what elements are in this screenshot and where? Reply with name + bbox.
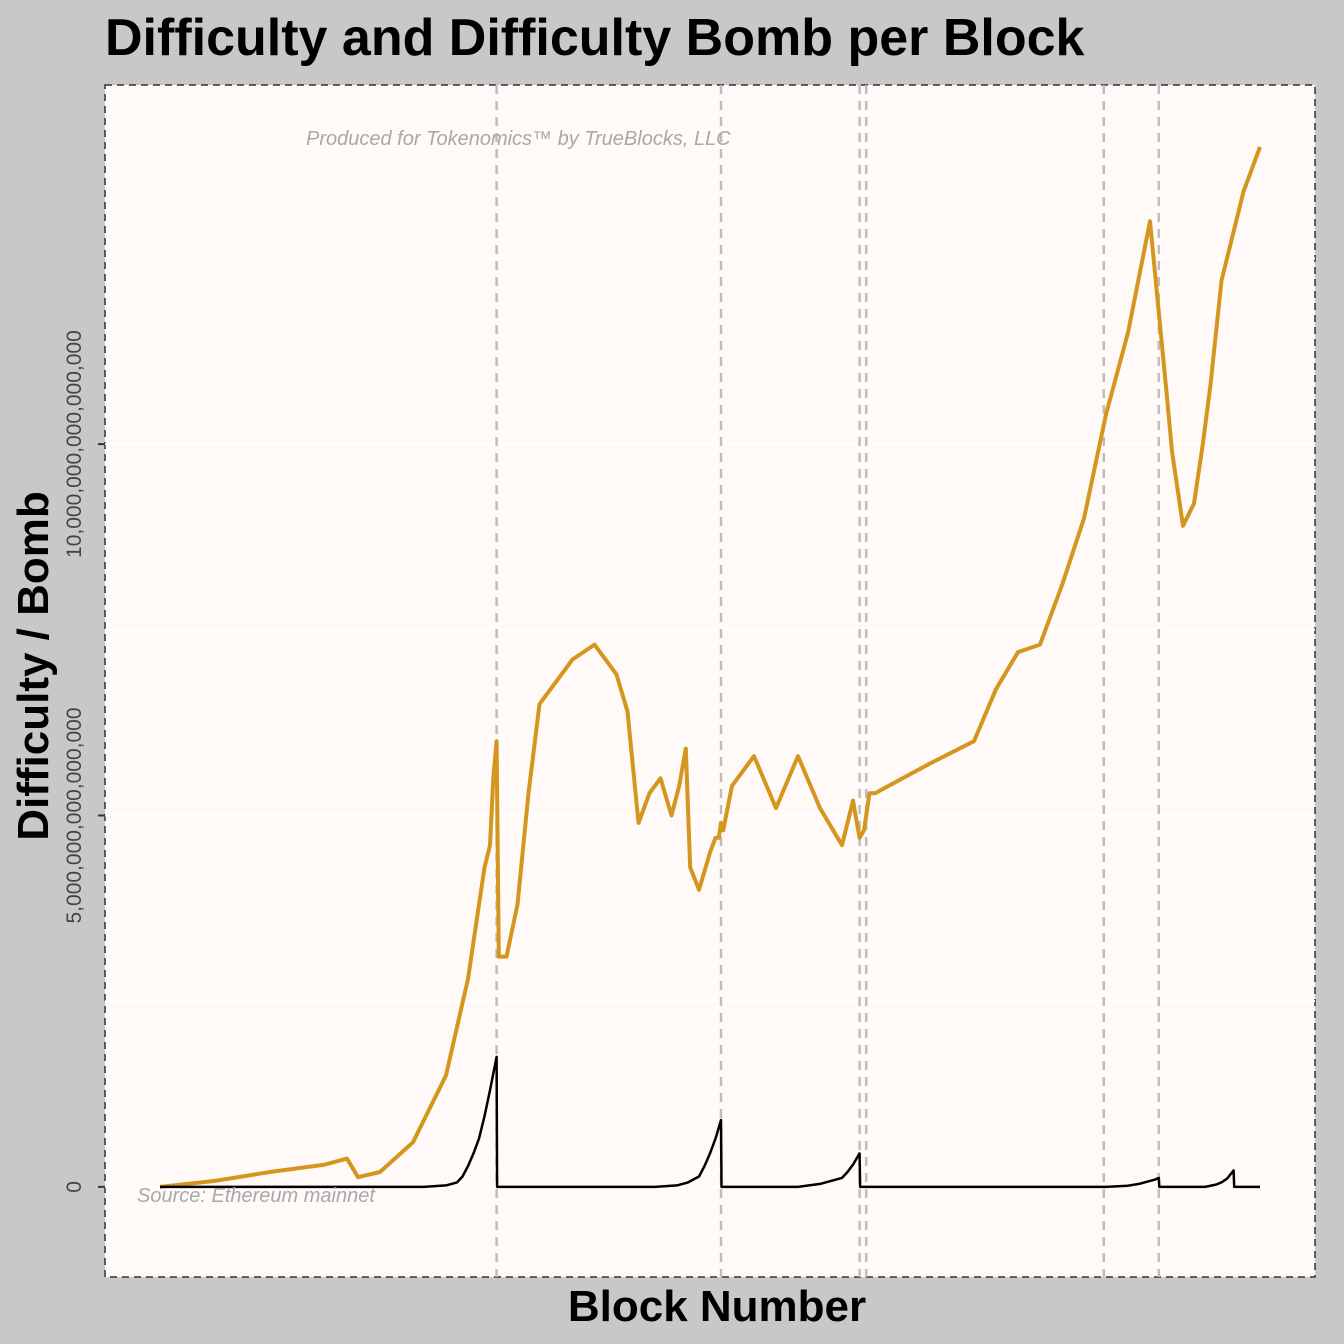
plot-panel bbox=[104, 84, 1316, 1278]
y-tick-label: 0 bbox=[63, 1181, 86, 1193]
bomb-series-line bbox=[160, 1055, 1260, 1189]
chart-title: Difficulty and Difficulty Bomb per Block bbox=[105, 9, 1084, 67]
y-axis-title: Difficulty / Bomb bbox=[9, 491, 58, 841]
y-tick-label: 10,000,000,000,000,000 bbox=[63, 330, 86, 558]
y-axis-ticks: 0 5,000,000,000,000,000 10,000,000,000,000… bbox=[63, 330, 105, 1193]
y-tick-label: 5,000,000,000,000,000 bbox=[63, 707, 86, 923]
credit-annotation: Produced for Tokenomics™ by TrueBlocks, … bbox=[306, 128, 731, 150]
x-axis-title: Block Number bbox=[568, 1282, 866, 1331]
difficulty-series-line bbox=[159, 146, 1262, 1189]
series-layer bbox=[159, 146, 1262, 1189]
source-annotation: Source: Ethereum mainnet bbox=[137, 1185, 376, 1207]
fork-lines bbox=[495, 85, 1161, 1277]
